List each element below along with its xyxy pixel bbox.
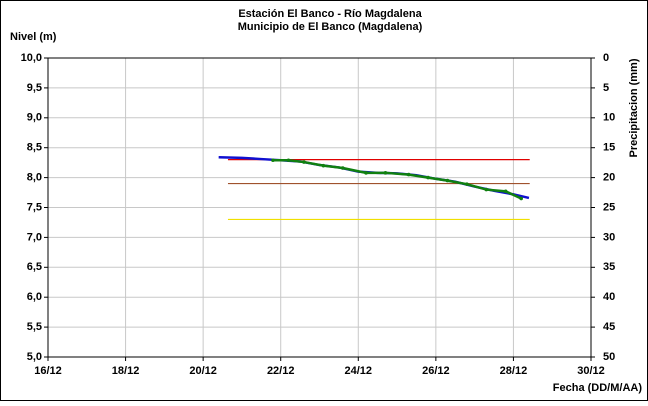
x-tick-label: 26/12 xyxy=(422,365,450,377)
y2-tick-label: 5 xyxy=(603,82,609,94)
point xyxy=(383,171,388,175)
y2-tick-label: 40 xyxy=(603,291,615,303)
y-tick-label: 7,5 xyxy=(27,201,42,213)
y2-tick-label: 10 xyxy=(603,112,615,124)
y-tick-label: 10,0 xyxy=(21,52,42,64)
y2-tick-label: 20 xyxy=(603,172,615,184)
y-axis-label: Nivel (m) xyxy=(10,31,57,43)
point xyxy=(484,187,489,192)
point xyxy=(271,158,275,163)
point xyxy=(445,178,450,183)
point xyxy=(465,182,469,186)
point xyxy=(286,158,291,163)
x-tick-label: 30/12 xyxy=(577,365,605,377)
x-tick-label: 28/12 xyxy=(500,365,528,377)
x-tick-label: 20/12 xyxy=(189,365,217,377)
point xyxy=(321,163,326,168)
x-tick-label: 22/12 xyxy=(267,365,295,377)
y2-tick-label: 25 xyxy=(603,201,615,213)
y-tick-label: 6,0 xyxy=(27,291,42,303)
y-tick-label: 9,5 xyxy=(27,82,42,94)
y-tick-label: 8,0 xyxy=(27,172,42,184)
point xyxy=(302,160,306,164)
point xyxy=(340,166,345,170)
point xyxy=(426,175,430,180)
point xyxy=(364,171,368,175)
chart-subtitle: Municipio de El Banco (Magdalena) xyxy=(238,21,423,33)
x-tick-label: 24/12 xyxy=(345,365,373,377)
y2-tick-label: 35 xyxy=(603,261,615,273)
x-axis-label: Fecha (DD/M/AA) xyxy=(553,382,643,394)
chart-title: Estación El Banco - Río Magdalena xyxy=(238,8,422,20)
x-tick-label: 16/12 xyxy=(34,365,62,377)
y2-tick-label: 0 xyxy=(603,52,609,64)
y2-tick-label: 45 xyxy=(603,321,615,333)
y-tick-label: 7,0 xyxy=(27,231,42,243)
point xyxy=(519,196,523,201)
y2-axis-label: Precipitacion (mm) xyxy=(628,58,640,157)
x-tick-label: 18/12 xyxy=(112,365,140,377)
series-line xyxy=(272,159,522,200)
y2-tick-label: 30 xyxy=(603,231,615,243)
y-tick-label: 5,5 xyxy=(27,321,42,333)
point xyxy=(503,189,508,194)
y2-tick-label: 15 xyxy=(603,142,615,154)
y-tick-label: 9,0 xyxy=(27,112,42,124)
y-tick-label: 5,0 xyxy=(27,351,42,363)
y2-tick-label: 50 xyxy=(603,351,615,363)
y-tick-label: 6,5 xyxy=(27,261,42,273)
plot-area xyxy=(47,57,592,358)
point xyxy=(406,172,411,177)
y-tick-label: 8,5 xyxy=(27,142,42,154)
